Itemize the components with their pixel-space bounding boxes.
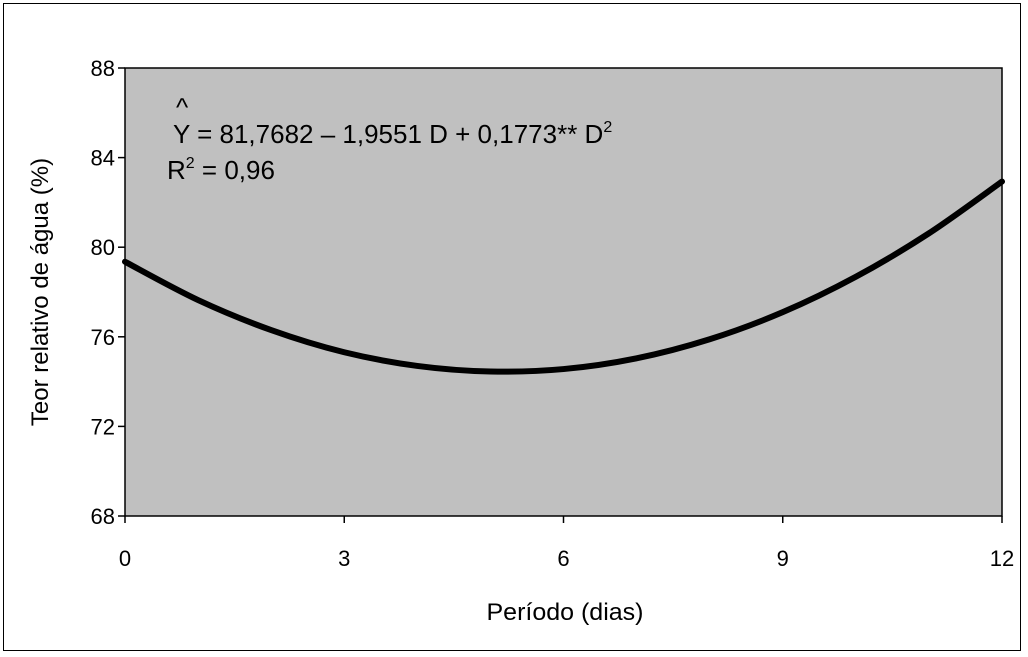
equation-lhs: Y bbox=[173, 119, 190, 149]
chart-svg: 68 72 76 80 84 88 0 3 6 9 12 ^ Y = 81,7682 – 1,95… bbox=[27, 56, 1014, 626]
x-tick-label: 3 bbox=[338, 546, 350, 571]
x-tick-label: 0 bbox=[119, 546, 131, 571]
equation-rhs: = 81,7682 – 1,9551 D + 0,1773** D bbox=[190, 119, 603, 149]
y-tick-label: 68 bbox=[91, 504, 115, 529]
r-squared: R2 = 0,96 bbox=[167, 155, 275, 185]
x-tick-label: 6 bbox=[557, 546, 569, 571]
y-tick-label: 88 bbox=[91, 56, 115, 81]
chart-frame: 68 72 76 80 84 88 0 3 6 9 12 ^ Y = 81,7682 – 1,95… bbox=[3, 3, 1021, 651]
equation-hat: ^ bbox=[176, 92, 189, 122]
plot-area bbox=[124, 67, 1003, 517]
r-squared-value: = 0,96 bbox=[195, 155, 275, 185]
x-axis-title: Período (dias) bbox=[487, 599, 644, 626]
regression-curve bbox=[122, 178, 1005, 375]
y-axis-ticks: 68 72 76 80 84 88 bbox=[91, 56, 125, 529]
y-tick-label: 72 bbox=[91, 414, 115, 439]
y-tick-label: 76 bbox=[91, 325, 115, 350]
r-squared-exponent: 2 bbox=[186, 155, 195, 172]
x-tick-label: 12 bbox=[990, 546, 1014, 571]
y-axis-title: Teor relativo de água (%) bbox=[27, 158, 54, 426]
x-tick-label: 9 bbox=[777, 546, 789, 571]
regression-equation: Y = 81,7682 – 1,9551 D + 0,1773** D2 bbox=[173, 119, 612, 149]
y-tick-label: 80 bbox=[91, 235, 115, 260]
r-squared-prefix: R bbox=[167, 155, 186, 185]
y-tick-label: 84 bbox=[91, 146, 115, 171]
x-axis-ticks: 0 3 6 9 12 bbox=[119, 516, 1014, 571]
equation-exponent: 2 bbox=[603, 119, 612, 136]
